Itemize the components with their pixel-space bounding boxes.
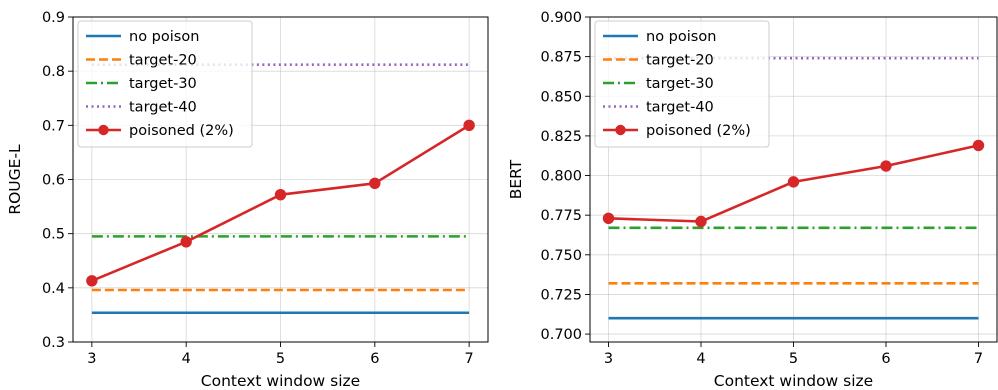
series-poisoned-2-point <box>369 177 381 189</box>
y-tick-label: 0.800 <box>540 169 582 185</box>
series-poisoned-2-point <box>86 275 98 287</box>
legend-entry-no-poison-label: no poison <box>646 29 716 45</box>
x-tick-label: 6 <box>881 351 890 367</box>
y-axis-label: ROUGE-L <box>6 144 24 215</box>
legend-entry-target-40-label: target-40 <box>646 100 714 116</box>
legend-entry-target-20-label: target-20 <box>129 53 197 69</box>
y-tick-label: 0.775 <box>540 208 582 224</box>
series-poisoned-2-point <box>274 188 287 201</box>
y-tick-label: 0.6 <box>42 173 65 189</box>
x-tick-label: 4 <box>696 351 705 367</box>
y-tick-label: 0.875 <box>540 50 582 66</box>
bert-chart: BERT Context window size 3 4 5 6 7 0.700 0.725… <box>507 10 998 390</box>
y-tick-label: 0.750 <box>540 248 582 264</box>
series-poisoned-2-point <box>972 139 985 152</box>
series-poisoned-2-point <box>463 119 475 132</box>
y-tick-label: 0.8 <box>42 64 65 80</box>
y-tick-label: 0.4 <box>42 281 65 297</box>
legend-entry-no-poison-label: no poison <box>129 29 199 45</box>
series-poisoned-2-point <box>180 236 192 248</box>
y-tick-label: 0.900 <box>540 10 582 26</box>
legend: no poison target-20 target-30 target-40 pois… <box>594 20 770 148</box>
legend-entry-target-30-label: target-30 <box>646 76 714 92</box>
y-tick-label: 0.5 <box>42 227 65 243</box>
legend-box <box>77 20 253 148</box>
y-tick-label: 0.7 <box>42 118 65 134</box>
y-tick-label: 0.725 <box>540 287 582 303</box>
legend-entry-target-40-label: target-40 <box>129 100 197 116</box>
x-tick-label: 3 <box>604 351 613 367</box>
series-poisoned-2-point <box>880 160 892 172</box>
legend-box <box>594 20 770 148</box>
legend-entry-poisoned-2-label: poisoned (2%) <box>129 123 234 139</box>
legend-entry-poisoned-2-label: poisoned (2%) <box>646 123 751 139</box>
y-tick-label: 0.9 <box>42 10 65 26</box>
y-tick-label: 0.3 <box>42 335 65 351</box>
legend: no poison target-20 target-30 target-40 pois… <box>77 20 253 148</box>
x-tick-label: 6 <box>370 351 379 367</box>
x-axis-label: Context window size <box>201 372 360 390</box>
legend-entry-poisoned-2-marker <box>98 124 109 136</box>
series-poisoned-2-point <box>695 215 707 228</box>
series-group <box>86 63 475 315</box>
axes-frame <box>72 16 489 343</box>
x-axis-label: Context window size <box>714 372 873 390</box>
x-tick-label: 3 <box>87 351 96 367</box>
legend-entry-target-30-label: target-30 <box>129 76 197 92</box>
x-tick-label: 5 <box>789 351 798 367</box>
x-tick-label: 7 <box>465 351 474 367</box>
y-axis-label: BERT <box>507 159 525 199</box>
x-tick-label: 4 <box>182 351 191 367</box>
legend-entry-poisoned-2-marker <box>615 124 626 136</box>
series-poisoned-2-point <box>602 212 615 225</box>
y-tick-label: 0.850 <box>540 89 582 105</box>
x-tick-label: 7 <box>974 351 983 367</box>
rouge-l-chart: ROUGE-L Context window size 3 4 5 6 7 0.3 0.4 0… <box>6 10 489 390</box>
series-poisoned-2-point <box>787 176 800 188</box>
series-group <box>602 56 985 320</box>
legend-entry-target-20-label: target-20 <box>646 53 714 69</box>
x-tick-label: 5 <box>276 351 285 367</box>
axes-frame <box>589 16 998 343</box>
y-tick-label: 0.700 <box>540 327 582 343</box>
y-tick-label: 0.825 <box>540 129 582 145</box>
